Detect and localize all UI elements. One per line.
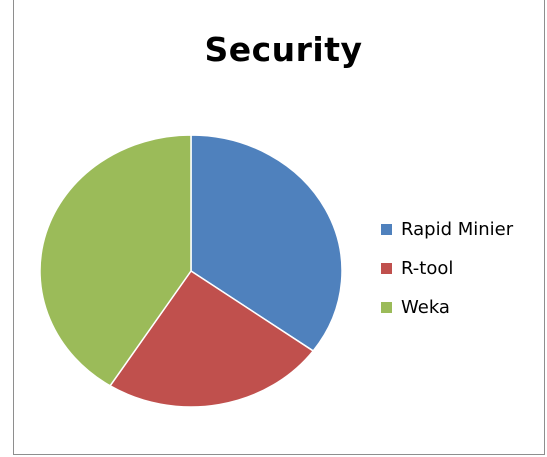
legend: Rapid Minier R-tool Weka xyxy=(381,219,513,336)
legend-label: Rapid Minier xyxy=(401,218,514,240)
legend-swatch xyxy=(381,301,392,313)
legend-item-weka: Weka xyxy=(381,296,513,318)
legend-item-r-tool: R-tool xyxy=(381,257,513,279)
legend-label: R-tool xyxy=(401,257,454,279)
legend-swatch xyxy=(381,223,392,235)
legend-swatch xyxy=(381,262,392,274)
pie-slice-weka xyxy=(39,134,192,387)
legend-label: Weka xyxy=(401,296,450,318)
chart-title: Security xyxy=(204,30,363,69)
pie-slice-r-tool xyxy=(109,270,314,408)
legend-item-rapid-minier: Rapid Minier xyxy=(381,218,514,240)
pie-slice-rapid-minier xyxy=(190,134,343,352)
